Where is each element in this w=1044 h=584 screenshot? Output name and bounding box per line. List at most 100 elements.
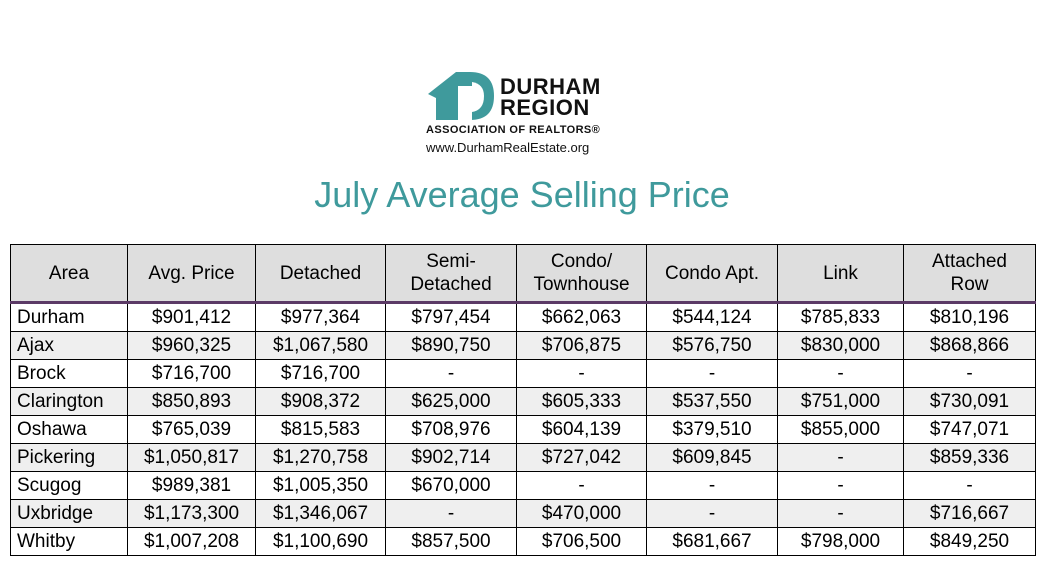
price-cell: $751,000: [777, 387, 904, 416]
table-row: Durham $901,412 $977,364 $797,454 $662,063 $5…: [10, 302, 1036, 332]
price-cell: $670,000: [385, 471, 517, 500]
price-cell: $379,510: [646, 415, 778, 444]
price-cell: -: [777, 499, 904, 528]
area-cell: Clarington: [10, 387, 128, 416]
price-cell: $855,000: [777, 415, 904, 444]
price-cell: $1,270,758: [255, 443, 386, 472]
area-cell: Durham: [10, 302, 128, 332]
price-cell: $1,007,208: [127, 527, 256, 556]
price-cell: $730,091: [903, 387, 1036, 416]
price-cell: $815,583: [255, 415, 386, 444]
price-cell: -: [646, 359, 778, 388]
price-cell: -: [385, 499, 517, 528]
price-cell: $662,063: [516, 302, 647, 332]
column-header: Area: [10, 244, 128, 304]
price-cell: $1,173,300: [127, 499, 256, 528]
table-row: Ajax $960,325 $1,067,580 $890,750 $706,875 $5…: [10, 331, 1036, 360]
logo-name-line1: DURHAM: [500, 74, 601, 99]
table-row: Pickering $1,050,817 $1,270,758 $902,714 $72…: [10, 443, 1036, 472]
price-cell: $716,700: [127, 359, 256, 388]
price-cell: -: [777, 359, 904, 388]
area-cell: Whitby: [10, 527, 128, 556]
table-row: Oshawa $765,039 $815,583 $708,976 $604,139 $3…: [10, 415, 1036, 444]
price-cell: $708,976: [385, 415, 517, 444]
price-cell: $989,381: [127, 471, 256, 500]
area-cell: Brock: [10, 359, 128, 388]
price-cell: -: [646, 471, 778, 500]
logo-website: www.DurhamRealEstate.org: [426, 140, 590, 155]
price-cell: $706,500: [516, 527, 647, 556]
durham-region-logo: DURHAM REGION ASSOCIATION OF REALTORS® w…: [424, 70, 624, 160]
price-cell: $857,500: [385, 527, 517, 556]
price-cell: $901,412: [127, 302, 256, 332]
price-cell: $716,667: [903, 499, 1036, 528]
price-cell: $716,700: [255, 359, 386, 388]
price-cell: $747,071: [903, 415, 1036, 444]
table-body: Durham $901,412 $977,364 $797,454 $662,063 $5…: [10, 302, 1036, 556]
column-header: Avg. Price: [127, 244, 256, 304]
price-cell: $605,333: [516, 387, 647, 416]
table-row: Clarington $850,893 $908,372 $625,000 $605,3…: [10, 387, 1036, 416]
area-cell: Scugog: [10, 471, 128, 500]
price-cell: $609,845: [646, 443, 778, 472]
logo-association: ASSOCIATION OF REALTORS®: [426, 124, 601, 136]
price-cell: -: [777, 471, 904, 500]
house-d-icon: [428, 72, 494, 120]
price-cell: $810,196: [903, 302, 1036, 332]
logo-name-line2: REGION: [500, 95, 590, 120]
price-cell: -: [385, 359, 517, 388]
page-title: July Average Selling Price: [314, 174, 730, 215]
price-cell: $1,050,817: [127, 443, 256, 472]
column-header: Semi- Detached: [385, 244, 517, 304]
area-cell: Oshawa: [10, 415, 128, 444]
price-cell: $859,336: [903, 443, 1036, 472]
price-cell: -: [516, 359, 647, 388]
price-cell: $798,000: [777, 527, 904, 556]
table-header-row: Area Avg. Price Detached Semi- Detached Condo…: [10, 244, 1036, 304]
price-cell: $797,454: [385, 302, 517, 332]
price-cell: $849,250: [903, 527, 1036, 556]
column-header: Link: [777, 244, 904, 304]
price-cell: -: [903, 359, 1036, 388]
area-cell: Ajax: [10, 331, 128, 360]
table-row: Scugog $989,381 $1,005,350 $670,000- - - -: [10, 471, 1036, 500]
price-cell: $537,550: [646, 387, 778, 416]
price-cell: -: [516, 471, 647, 500]
column-header: Condo/Townhouse: [516, 244, 647, 304]
price-cell: $868,866: [903, 331, 1036, 360]
price-cell: $625,000: [385, 387, 517, 416]
price-cell: $890,750: [385, 331, 517, 360]
price-cell: -: [646, 499, 778, 528]
price-cell: $977,364: [255, 302, 386, 332]
price-cell: $1,100,690: [255, 527, 386, 556]
column-header: Condo Apt.: [646, 244, 778, 304]
price-cell: $544,124: [646, 302, 778, 332]
price-cell: $1,067,580: [255, 331, 386, 360]
price-cell: $727,042: [516, 443, 647, 472]
price-cell: $706,875: [516, 331, 647, 360]
price-cell: $470,000: [516, 499, 647, 528]
price-cell: $604,139: [516, 415, 647, 444]
price-cell: $681,667: [646, 527, 778, 556]
price-cell: $908,372: [255, 387, 386, 416]
table-row: Whitby $1,007,208 $1,100,690 $857,500 $706,5…: [10, 527, 1036, 556]
price-cell: $1,005,350: [255, 471, 386, 500]
price-cell: $765,039: [127, 415, 256, 444]
price-cell: -: [903, 471, 1036, 500]
price-cell: $1,346,067: [255, 499, 386, 528]
price-cell: -: [777, 443, 904, 472]
logo-name: DURHAM REGION: [500, 74, 601, 120]
area-cell: Pickering: [10, 443, 128, 472]
price-cell: $785,833: [777, 302, 904, 332]
price-cell: $850,893: [127, 387, 256, 416]
price-table: Area Avg. Price Detached Semi- Detached Condo…: [10, 244, 1036, 556]
price-cell: $960,325: [127, 331, 256, 360]
price-cell: $830,000: [777, 331, 904, 360]
table-row: Uxbridge $1,173,300 $1,346,067- $470,000- - $…: [10, 499, 1036, 528]
table-row: Brock $716,700 $716,700- - - - -: [10, 359, 1036, 388]
price-cell: $902,714: [385, 443, 517, 472]
column-header: Attached Row: [903, 244, 1036, 304]
area-cell: Uxbridge: [10, 499, 128, 528]
column-header: Detached: [255, 244, 386, 304]
price-cell: $576,750: [646, 331, 778, 360]
